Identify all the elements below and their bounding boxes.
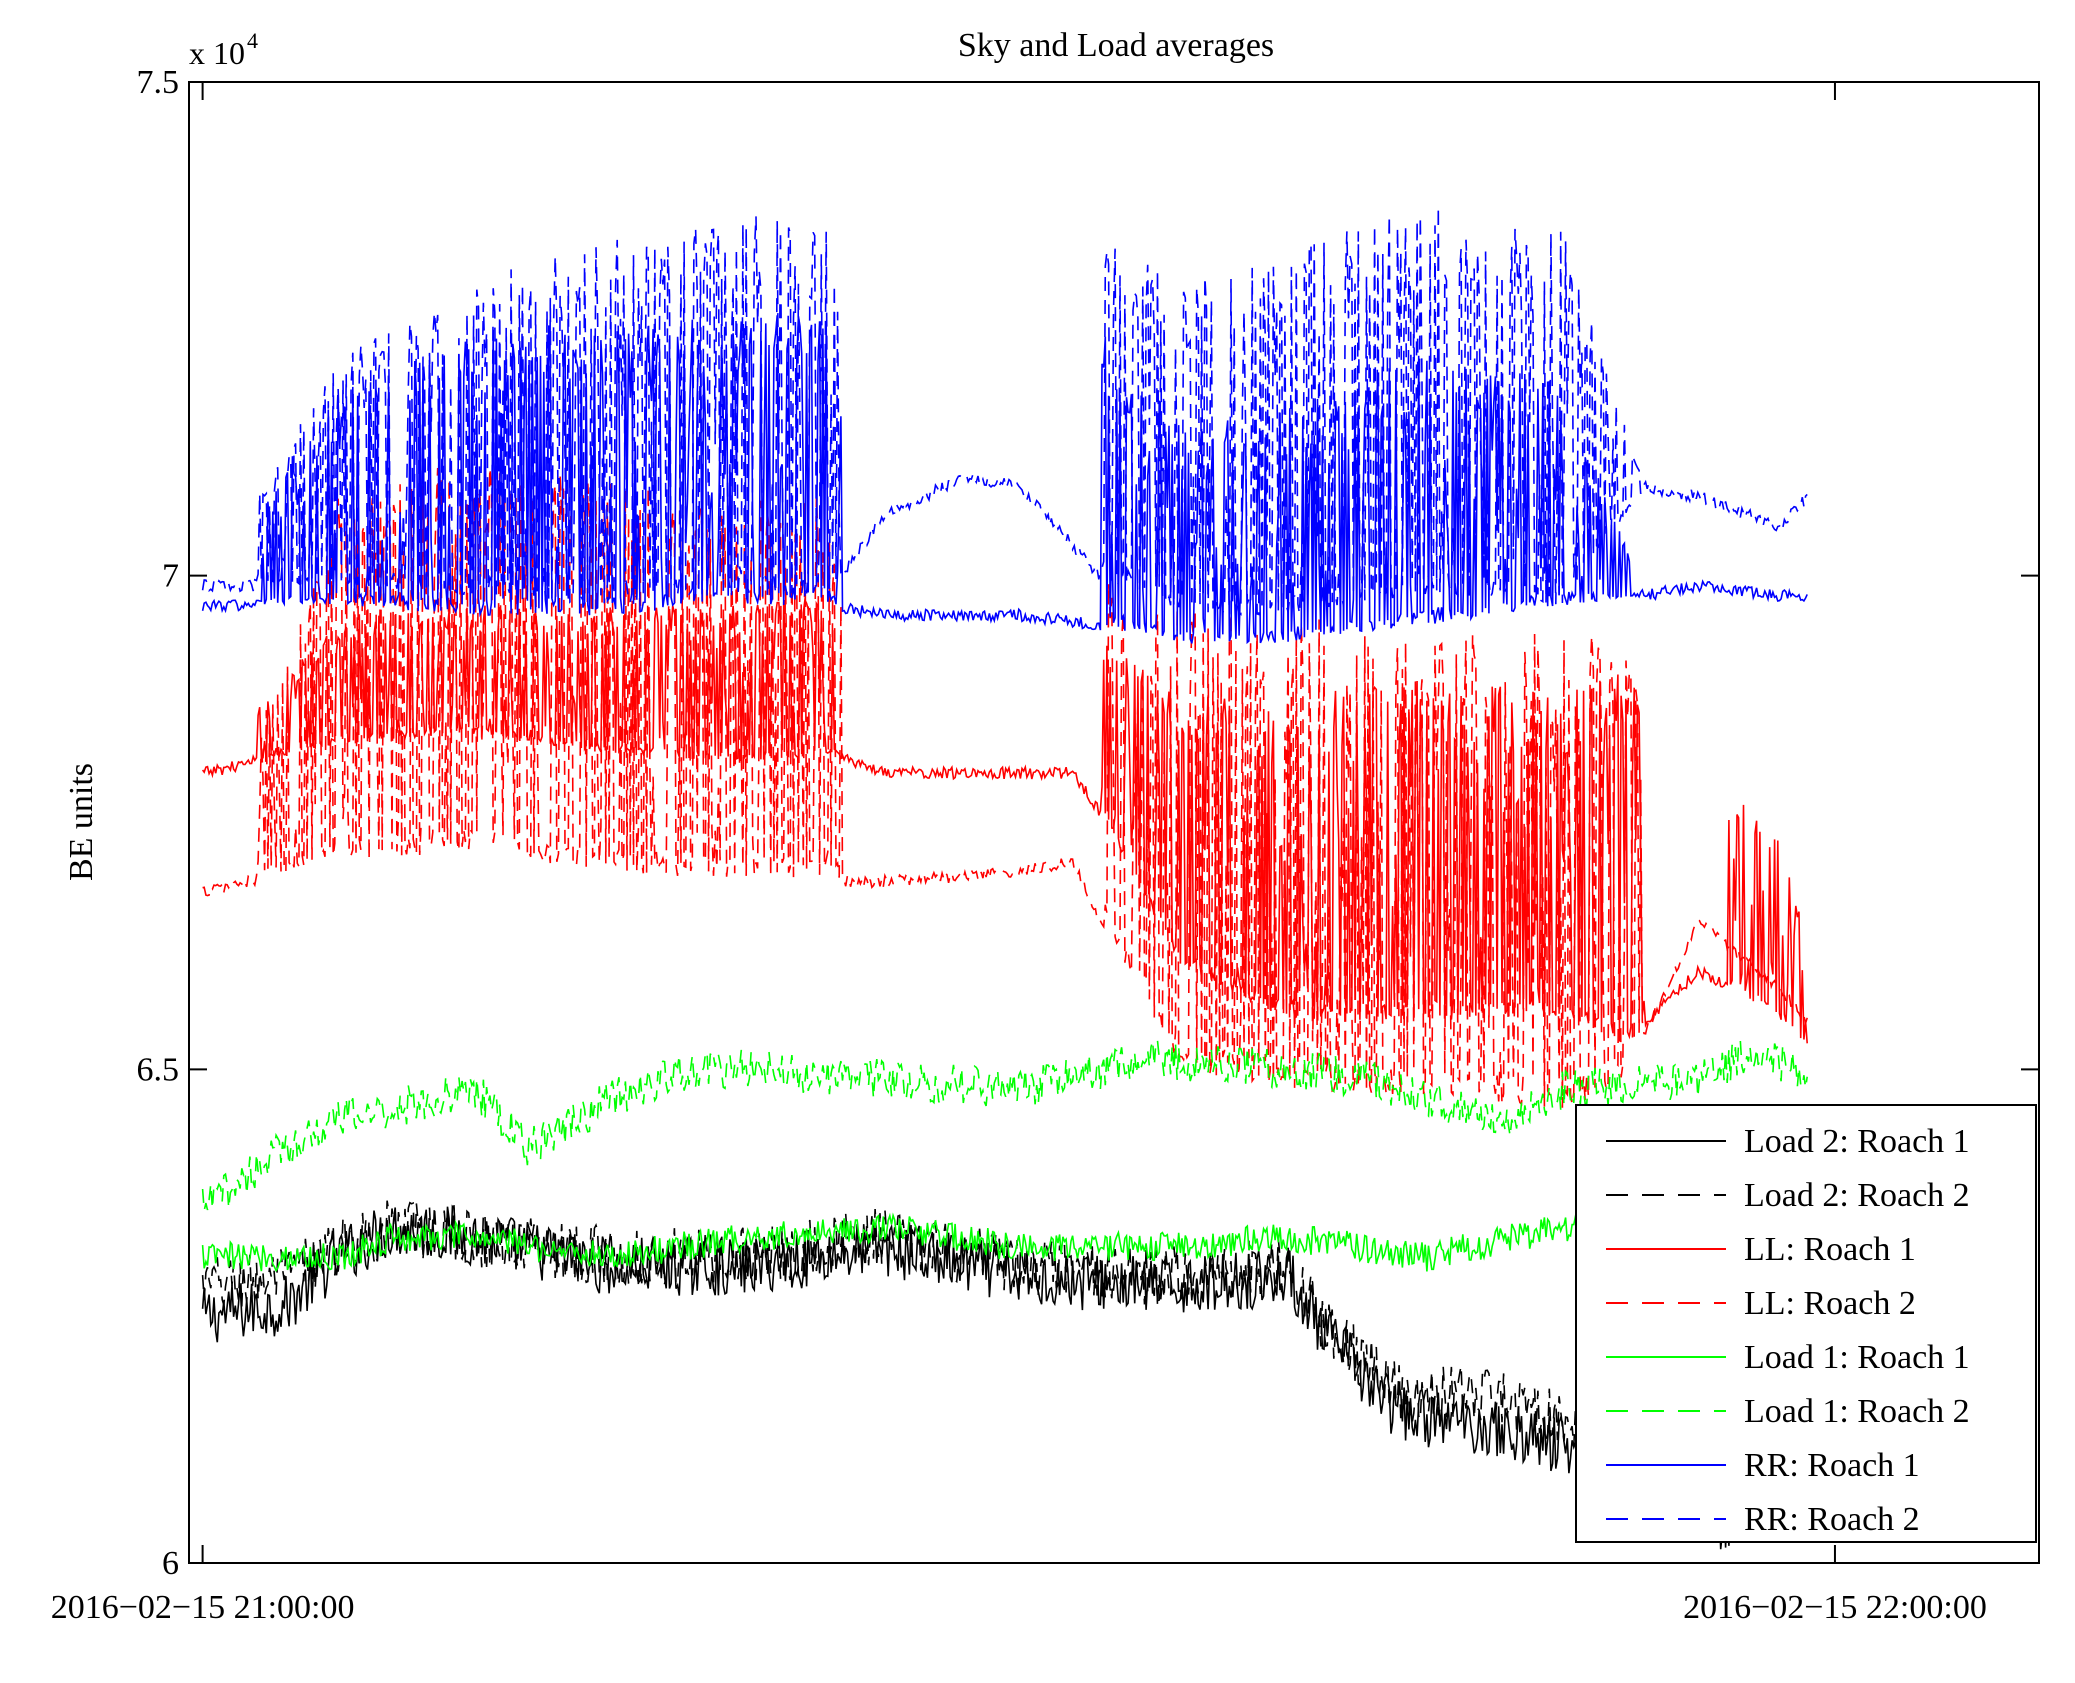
legend: Load 2: Roach 1 Load 2: Roach 2 LL: Roach … xyxy=(1575,1104,2037,1543)
y-tick-label: 6.5 xyxy=(137,1051,180,1088)
series-line-4 xyxy=(202,467,1808,1108)
legend-label: LL: Roach 2 xyxy=(1744,1285,1916,1322)
legend-box xyxy=(1575,1104,2037,1543)
series-line-2 xyxy=(201,1200,1808,1519)
legend-label: Load 1: Roach 2 xyxy=(1744,1393,1970,1430)
y-tick-label: 6 xyxy=(162,1545,179,1582)
legend-label: Load 1: Roach 1 xyxy=(1744,1339,1970,1376)
x-tick-label: 2016−02−15 22:00:00 xyxy=(1683,1589,1987,1626)
y-multiplier-exponent: 4 xyxy=(247,28,258,53)
y-tick-label: 7 xyxy=(162,558,179,595)
chart-title: Sky and Load averages xyxy=(958,27,1274,64)
y-multiplier-base: x 10 xyxy=(189,35,245,71)
legend-label: RR: Roach 2 xyxy=(1744,1501,1920,1538)
y-tick-labels-group: 6 6.5 7 7.5 xyxy=(137,64,180,1582)
y-multiplier: x 104 xyxy=(189,28,258,71)
series-line-6 xyxy=(201,1037,1808,1211)
axes-box xyxy=(188,81,2040,1564)
series-line-3 xyxy=(201,597,1808,1044)
y-tick-label: 7.5 xyxy=(137,64,180,101)
legend-label: LL: Roach 1 xyxy=(1744,1231,1916,1268)
axis-ticks-group xyxy=(189,81,2039,1564)
legend-items: Load 2: Roach 1 Load 2: Roach 2 LL: Roach … xyxy=(1606,1123,1970,1538)
x-tick-label: 2016−02−15 21:00:00 xyxy=(51,1589,355,1626)
legend-label: RR: Roach 1 xyxy=(1744,1447,1920,1484)
series-line-5 xyxy=(201,1212,1808,1273)
x-tick-labels-group: 2016−02−15 21:00:00 2016−02−15 22:00:00 xyxy=(51,1589,1987,1626)
y-axis-label: BE units xyxy=(63,763,100,881)
plot-series-group xyxy=(201,206,1808,1550)
legend-label: Load 2: Roach 1 xyxy=(1744,1123,1970,1160)
series-line-8 xyxy=(201,206,1808,616)
legend-label: Load 2: Roach 2 xyxy=(1744,1177,1970,1214)
